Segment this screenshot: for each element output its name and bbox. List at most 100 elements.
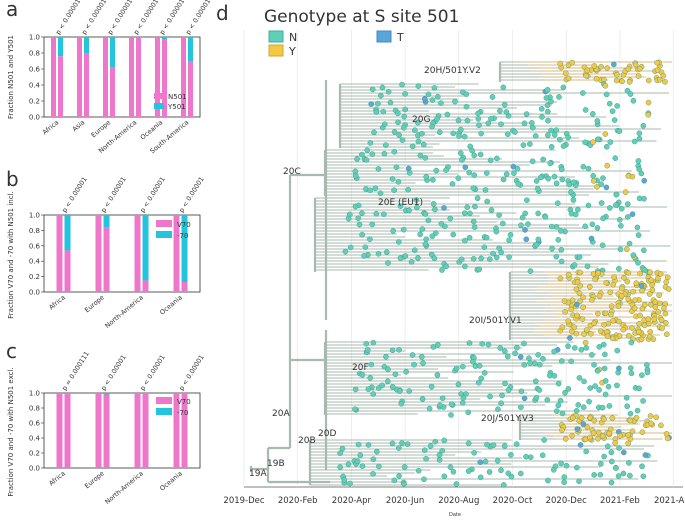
tree-tip-marker [565, 386, 572, 392]
tree-tip-marker [587, 385, 593, 391]
tree-tip-marker [521, 395, 528, 402]
tree-tip-marker [359, 372, 366, 378]
tree-tip-marker [434, 93, 441, 100]
legend-label-del70: -70 [177, 232, 188, 240]
tree-tip-marker [466, 340, 473, 346]
tree-tip-marker [593, 75, 600, 82]
tree-tip-marker [530, 124, 536, 131]
tree-tip-marker [438, 100, 444, 106]
tree-tip-marker [577, 442, 584, 448]
tree-tip-marker [476, 363, 483, 369]
tree-tip-marker [415, 138, 422, 145]
tree-tip-marker [377, 190, 384, 197]
tree-tip-marker [582, 107, 589, 113]
tree-tip-marker [503, 109, 510, 115]
tree-tip-marker [493, 228, 500, 235]
panel-a-bar-n501 [188, 61, 193, 117]
tree-tip-marker [455, 381, 462, 388]
panel-b-bar-v70-left [134, 215, 141, 292]
tree-tip-marker [607, 205, 613, 211]
tree-tip-marker [559, 176, 566, 183]
tree-tip-marker [368, 361, 375, 368]
tree-tip-marker [506, 237, 512, 244]
tree-tip-marker [499, 392, 505, 399]
tree-tip-marker [562, 389, 568, 396]
tree-tip-marker [591, 417, 598, 424]
tree-tip-marker [383, 249, 390, 255]
legend-swatch-n [268, 30, 284, 43]
panel-a-category-label: Europe [90, 118, 113, 139]
tree-tip-marker [620, 326, 627, 333]
tree-tip-marker [482, 458, 489, 465]
tree-tip-marker [583, 327, 590, 333]
tree-tip-marker [465, 440, 472, 447]
tree-tip-marker [635, 158, 642, 164]
tree-tip-marker [616, 265, 622, 272]
panel-a-bar-y501 [84, 37, 89, 53]
tree-tip-marker [646, 77, 652, 84]
tree-tip-marker [458, 126, 464, 133]
legend-label-v70: V70 [177, 221, 191, 229]
tree-tip-marker [506, 254, 512, 260]
panel-b-chart: 0.0 0.2 0.4 0.6 0.8 1.0 Africa p < 0.00001 Europ… [7, 175, 206, 329]
tree-tip-marker [391, 477, 398, 484]
tree-tip-marker [621, 449, 627, 456]
tree-tip-marker [391, 187, 397, 194]
tree-tip-marker [505, 131, 511, 138]
clade-label: 20I/501Y.V1 [469, 316, 522, 326]
tree-tip-marker [481, 370, 488, 376]
tree-tip-marker [636, 65, 643, 72]
tree-tip-marker [396, 473, 402, 479]
tree-tip-marker [395, 179, 402, 185]
tree-tip-marker [599, 242, 606, 249]
tree-tip-marker [608, 458, 615, 465]
tree-tip-marker [583, 345, 590, 351]
tree-tip-marker [482, 187, 489, 193]
panel-c-ytick-label: 1.0 [29, 390, 40, 398]
tree-tip-marker [429, 123, 435, 130]
tree-tip-marker [357, 452, 364, 459]
tree-tip-marker [558, 246, 565, 253]
tree-tip-marker [639, 429, 646, 436]
tree-tip-marker [594, 225, 601, 231]
tree-tip-marker [575, 402, 582, 408]
tree-tip-marker [594, 368, 601, 374]
tree-tip-marker [569, 432, 575, 439]
tree-tip-marker [598, 63, 604, 70]
tree-tip-marker [500, 220, 506, 227]
tree-tip-marker [603, 143, 610, 150]
tree-tip-marker [532, 378, 539, 385]
tree-tip-marker [487, 256, 493, 262]
tree-tip-marker [568, 306, 575, 313]
tree-tip-marker [345, 215, 352, 222]
tree-tip-marker [389, 384, 396, 390]
tree-tip-marker [591, 362, 597, 368]
tree-tip-marker [582, 339, 589, 346]
tree-tip-marker [657, 76, 663, 83]
tree-tip-marker [653, 414, 660, 421]
tree-tip-marker [589, 221, 596, 228]
tree-tip-marker [632, 297, 638, 303]
tree-tip-marker [354, 156, 360, 162]
tree-tip-marker [616, 318, 622, 325]
panel-c-ytick-label: 0.0 [29, 465, 40, 473]
legend-swatch-v70-c [156, 397, 172, 404]
tree-tip-marker [619, 78, 625, 85]
tree-tip-marker [561, 479, 567, 486]
tree-tip-marker [600, 341, 607, 348]
tree-tip-marker [573, 330, 580, 337]
tree-tip-marker [490, 250, 496, 257]
tree-tip-marker [551, 373, 558, 379]
tree-tip-marker [615, 303, 622, 310]
tree-tip-marker [527, 360, 533, 366]
tree-tip-marker [356, 221, 363, 228]
tree-tip-marker [535, 236, 542, 243]
panel-c-bar-del70-right [103, 393, 110, 395]
tree-tip-marker [505, 470, 512, 477]
tree-tip-marker [395, 110, 401, 117]
panel-d-xtick-label: 2019-Dec [223, 496, 264, 506]
tree-tip-marker [663, 431, 670, 437]
tree-tip-marker [402, 106, 408, 113]
tree-tip-marker [402, 253, 409, 259]
tree-tip-marker [601, 365, 608, 372]
